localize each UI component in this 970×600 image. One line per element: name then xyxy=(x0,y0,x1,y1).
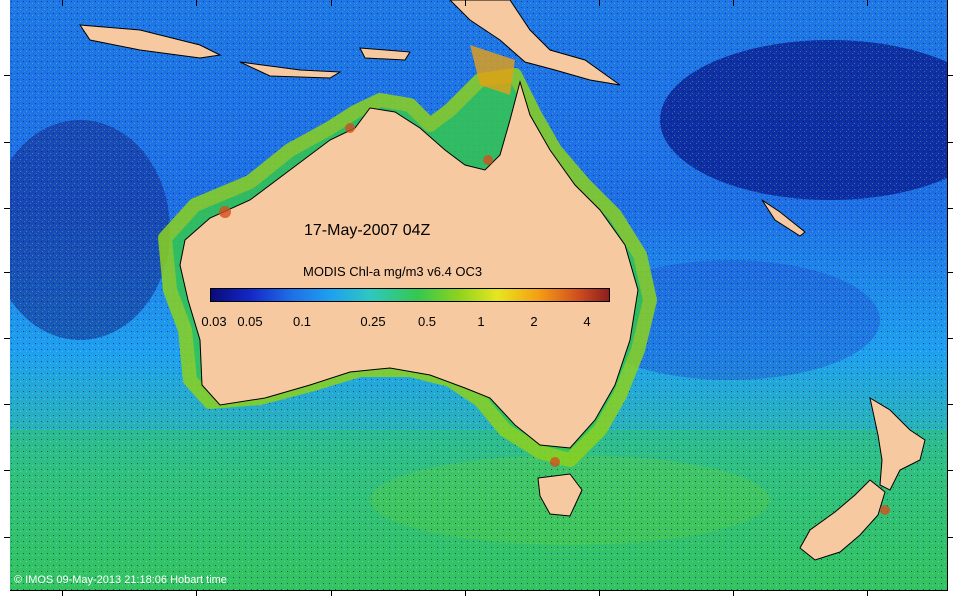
colorbar-tick-label: 0.25 xyxy=(360,314,386,329)
colorbar-tick-label: 4 xyxy=(583,314,591,329)
new-zealand-south-island xyxy=(799,479,886,561)
colorbar xyxy=(210,288,610,302)
axis-tick xyxy=(947,142,953,143)
new-caledonia-landmass xyxy=(761,199,806,237)
axis-tick xyxy=(331,0,332,6)
hotspot-northwest-shelf xyxy=(219,206,231,218)
axis-tick xyxy=(599,590,600,596)
colorbar-tick-label: 0.1 xyxy=(292,314,312,329)
axis-tick xyxy=(947,537,953,538)
axis-tick xyxy=(733,590,734,596)
australia-landmass xyxy=(179,80,639,449)
colorbar-title: MODIS Chl-a mg/m3 v6.4 OC3 xyxy=(303,264,483,279)
axis-tick xyxy=(947,272,953,273)
colorbar-tick-label: 2 xyxy=(530,314,538,329)
colorbar-tick-label: 0.03 xyxy=(201,314,227,329)
axis-tick xyxy=(947,338,953,339)
axis-tick xyxy=(4,470,10,471)
colorbar-tick-label: 0.5 xyxy=(417,314,437,329)
axis-tick xyxy=(465,0,466,6)
axis-tick xyxy=(4,75,10,76)
axis-tick xyxy=(733,0,734,6)
hotspot-bass-strait xyxy=(550,457,560,467)
axis-tick xyxy=(867,590,868,596)
axis-tick xyxy=(947,470,953,471)
axis-tick xyxy=(599,0,600,6)
axis-tick xyxy=(331,590,332,596)
axis-tick xyxy=(196,0,197,6)
tasmania-landmass xyxy=(537,473,583,517)
axis-tick xyxy=(4,208,10,209)
axis-tick xyxy=(4,404,10,405)
axis-tick xyxy=(947,208,953,209)
axis-tick xyxy=(465,590,466,596)
axis-tick xyxy=(62,590,63,596)
axis-tick xyxy=(62,0,63,6)
indonesia-islands xyxy=(79,24,411,79)
new-guinea-landmass xyxy=(449,0,621,86)
colorbar-tick-label: 1 xyxy=(477,314,485,329)
new-guinea-coastal-bloom xyxy=(470,45,515,95)
axis-tick xyxy=(947,75,953,76)
axis-tick xyxy=(947,404,953,405)
hotspot-gulf xyxy=(483,155,493,165)
axis-tick xyxy=(867,0,868,6)
colorbar-tick-label: 0.05 xyxy=(237,314,263,329)
axis-tick xyxy=(4,338,10,339)
copyright-label: © IMOS 09-May-2013 21:18:06 Hobart time xyxy=(14,574,227,586)
axis-tick xyxy=(4,142,10,143)
axis-tick xyxy=(4,537,10,538)
hotspot-kimberley xyxy=(345,123,355,133)
new-zealand-north-island xyxy=(869,396,926,491)
hotspot-new-zealand xyxy=(880,505,890,515)
axis-tick xyxy=(196,590,197,596)
date-label: 17-May-2007 04Z xyxy=(304,222,431,239)
axis-tick xyxy=(4,272,10,273)
